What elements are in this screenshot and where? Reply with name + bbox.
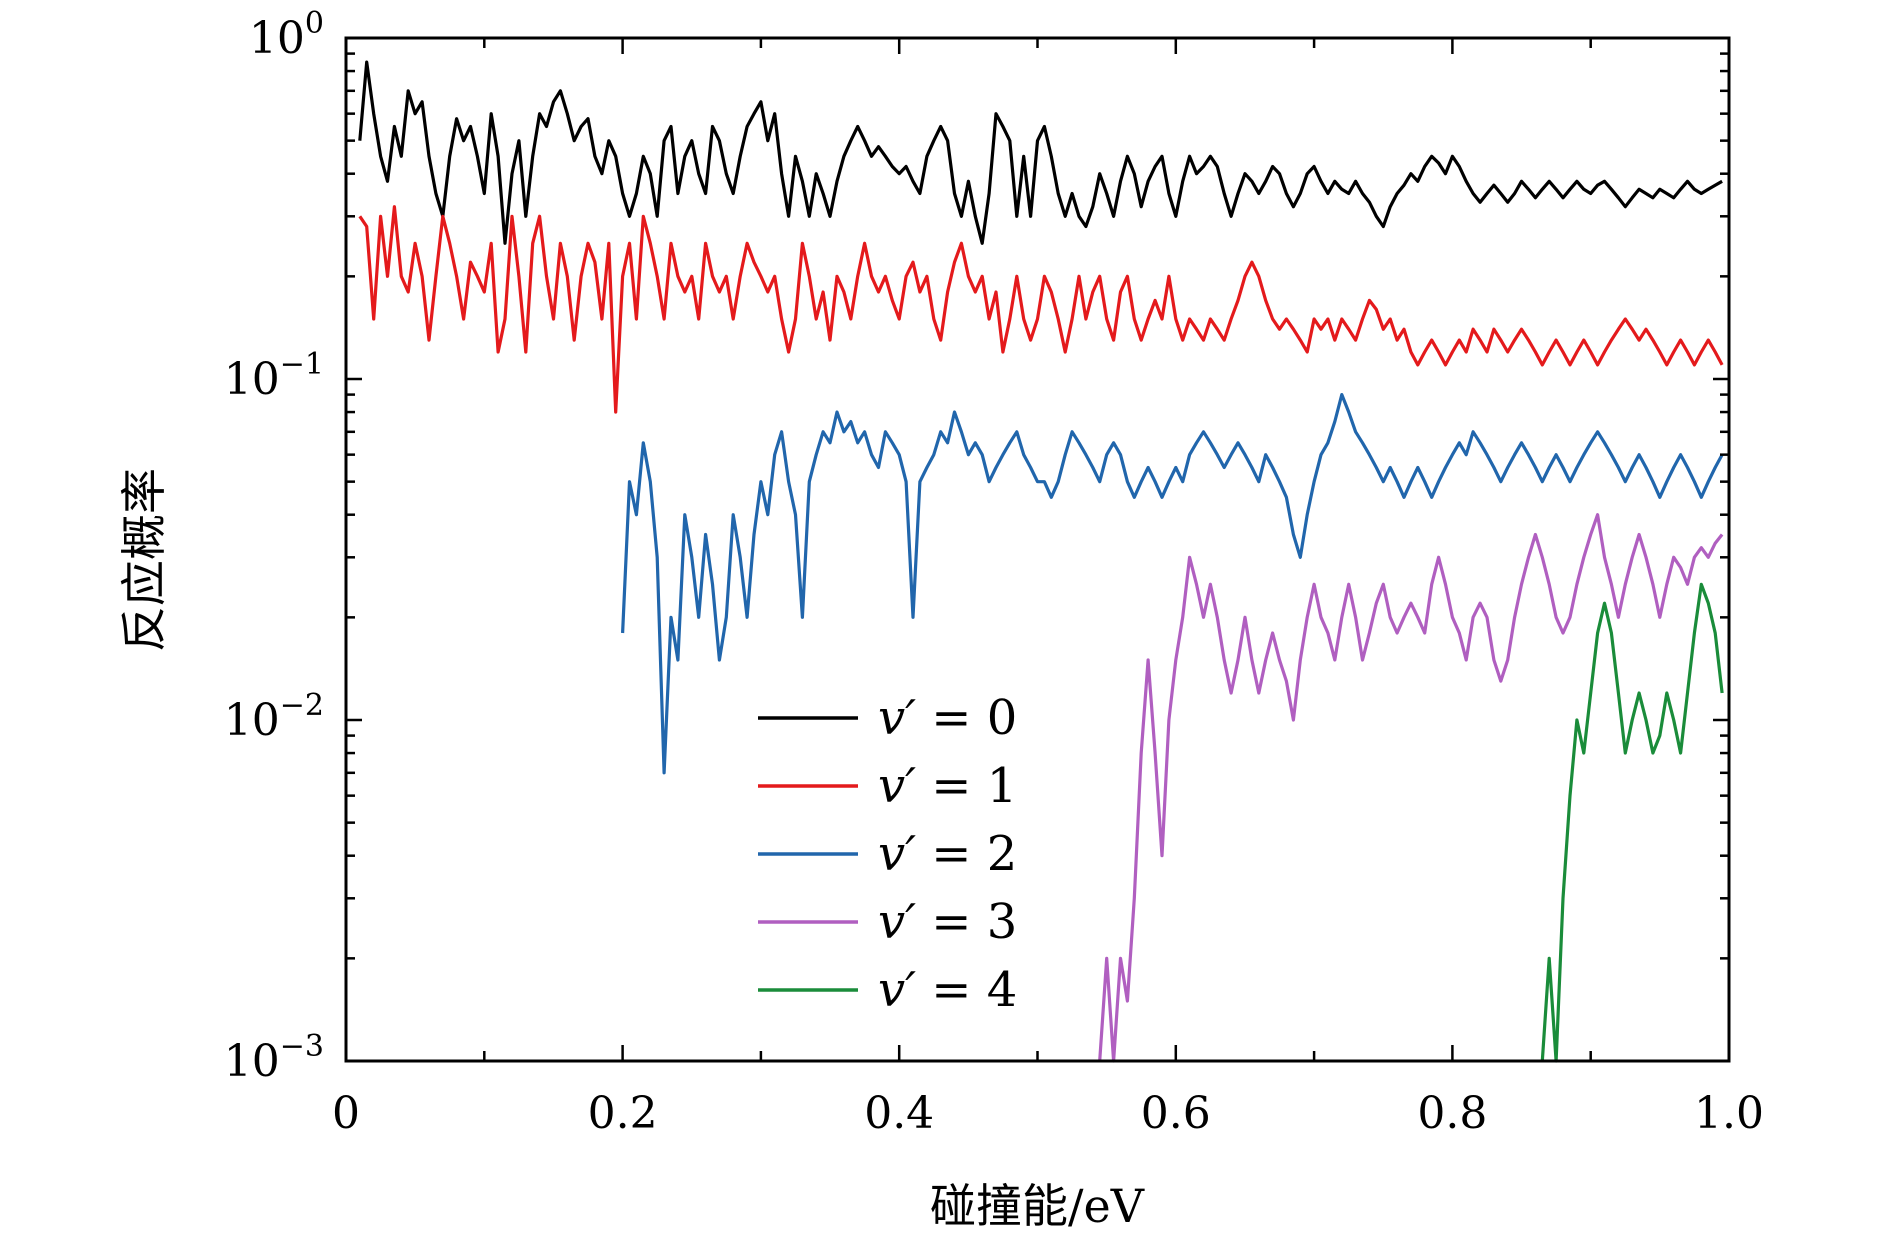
ticks-layer bbox=[344, 36, 1731, 1063]
series-line-v1 bbox=[358, 205, 1724, 414]
y-tick-label: 10−3 bbox=[224, 1029, 324, 1087]
x-tick-label: 1.0 bbox=[1694, 1088, 1764, 1139]
x-axis-title: 碰撞能/eV bbox=[930, 1179, 1145, 1233]
series-line-v2 bbox=[621, 393, 1724, 775]
tick-labels-layer: 0 0.2 0.4 0.6 0.8 1.0 100 10−1 10−2 10−3 bbox=[224, 6, 1764, 1139]
x-tick-label: 0.4 bbox=[864, 1088, 934, 1139]
legend-label: v′ = 1 bbox=[878, 758, 1017, 814]
y-tick-label: 10−1 bbox=[224, 347, 324, 405]
y-axis-title: 反应概率 bbox=[117, 468, 171, 652]
y-tick-label: 100 bbox=[249, 6, 324, 64]
legend-label: v′ = 4 bbox=[878, 962, 1017, 1018]
legend-label: v′ = 2 bbox=[878, 826, 1017, 882]
series-line-v4 bbox=[1540, 582, 1724, 1063]
x-tick-label: 0.2 bbox=[588, 1088, 658, 1139]
series-layer bbox=[358, 60, 1724, 1063]
y-tick-label: 10−2 bbox=[224, 688, 324, 746]
series-line-v0 bbox=[358, 60, 1723, 245]
legend-label: v′ = 0 bbox=[878, 690, 1017, 746]
legend-label: v′ = 3 bbox=[878, 894, 1017, 950]
legend: v′ = 0 v′ = 1 v′ = 2 v′ = 3 v′ = 4 bbox=[758, 690, 1017, 1018]
series-line-v3 bbox=[1098, 513, 1724, 1063]
x-tick-label: 0.6 bbox=[1141, 1088, 1211, 1139]
x-tick-label: 0.8 bbox=[1417, 1088, 1487, 1139]
x-tick-label: 0 bbox=[332, 1088, 360, 1139]
